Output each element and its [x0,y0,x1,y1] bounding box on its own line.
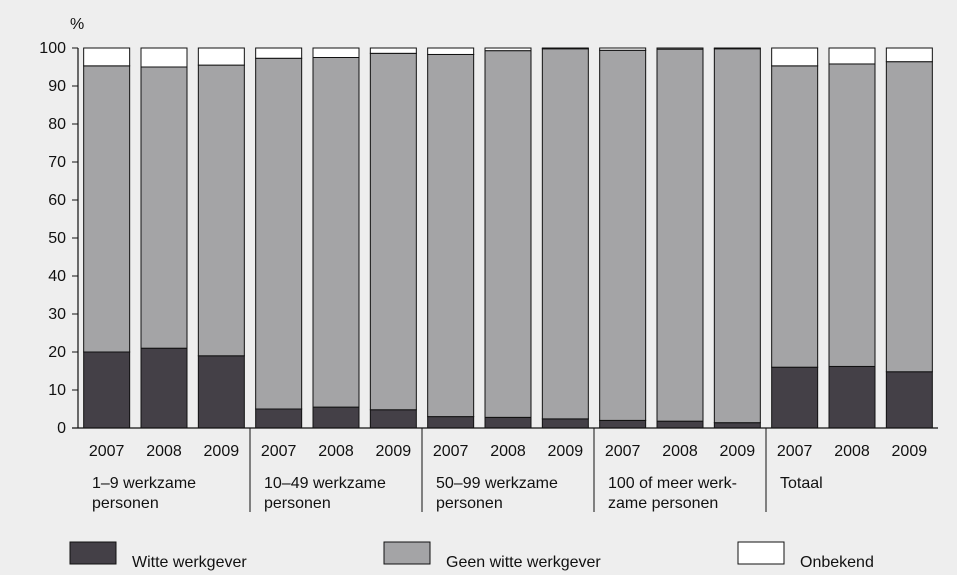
y-tick-label: 50 [48,230,66,247]
x-tick-label: 2009 [720,443,756,460]
x-group-label: 10–49 werkzame [264,475,386,492]
bar-segment-witte [197,355,245,429]
x-tick-label: 2008 [662,443,698,460]
x-group-label: 50–99 werkzame [436,475,558,492]
bar-segment-witte [83,351,131,429]
bar-segment-onbekend [828,47,876,65]
bar-segment-witte [656,420,704,429]
bar-segment-onbekend [885,47,933,63]
bar-segment-geen-witte [541,48,589,420]
x-tick-label: 2008 [490,443,526,460]
x-tick-label: 2009 [376,443,412,460]
bar-segment-geen-witte [369,52,417,411]
x-tick-label: 2009 [204,443,240,460]
bar-segment-witte [369,409,417,429]
bar-segment-onbekend [140,47,188,68]
bar-segment-witte [255,408,303,429]
bar-segment-geen-witte [83,65,131,353]
bar-segment-witte [771,366,819,429]
legend-swatch [383,541,431,565]
x-tick-label: 2007 [605,443,641,460]
bar-segment-witte [541,418,589,429]
bar-segment-onbekend [656,47,704,50]
x-tick-label: 2007 [89,443,125,460]
bar-segment-onbekend [484,47,532,52]
y-axis: 0 10 20 30 40 50 60 70 80 90 100 [39,40,79,437]
bar-segment-geen-witte [197,64,245,357]
x-tick-label: 2008 [318,443,354,460]
bar-segment-geen-witte [713,48,761,424]
x-group-label: zame personen [608,495,718,512]
y-tick-label: 80 [48,116,66,133]
y-tick-label: 30 [48,306,66,323]
bar-segment-witte [599,419,647,429]
legend-label: Onbekend [800,554,874,571]
legend-label: Geen witte werkgever [446,554,601,571]
bar-segment-witte [885,371,933,429]
bar-segment-onbekend [541,47,589,50]
legend-label: Witte werkgever [132,554,247,571]
y-tick-label: 90 [48,78,66,95]
bar-segment-geen-witte [656,48,704,422]
bar-segment-onbekend [197,47,245,66]
y-tick-label: 10 [48,382,66,399]
bar-segment-onbekend [599,47,647,51]
bar-segment-geen-witte [312,57,360,408]
bar-segment-geen-witte [828,63,876,367]
x-group-label: Totaal [780,475,823,492]
bar-segment-witte [828,365,876,429]
bar-segment-onbekend [713,47,761,50]
y-tick-label: 70 [48,154,66,171]
legend-swatch [69,541,117,565]
x-tick-label: 2009 [892,443,928,460]
x-tick-label: 2008 [146,443,182,460]
bar-segment-onbekend [771,47,819,67]
x-tick-label: 2009 [548,443,584,460]
y-tick-label: 0 [57,420,66,437]
legend: Witte werkgever Geen witte werkgever Onbek… [69,541,874,571]
bar-segment-witte [427,416,475,429]
bar-segment-onbekend [427,47,475,55]
bar-segment-geen-witte [885,61,933,373]
x-group-label: personen [264,495,331,512]
bar-segment-geen-witte [427,53,475,418]
y-tick-label: 60 [48,192,66,209]
bar-segment-geen-witte [484,50,532,418]
bar-segment-witte [312,406,360,429]
bar-segment-witte [484,416,532,429]
bar-segment-geen-witte [255,57,303,410]
bar-segment-witte [713,422,761,429]
legend-swatch [737,541,785,565]
bar-segment-onbekend [369,47,417,54]
y-tick-label: 40 [48,268,66,285]
bars [83,47,933,429]
x-tick-label: 2007 [261,443,297,460]
x-group-label: personen [92,495,159,512]
bar-segment-geen-witte [599,49,647,421]
x-tick-label: 2008 [834,443,870,460]
x-tick-label: 2007 [433,443,469,460]
bar-segment-geen-witte [771,65,819,368]
bar-segment-onbekend [255,47,303,59]
x-group-label: personen [436,495,503,512]
y-tick-label: 20 [48,344,66,361]
x-tick-label: 2007 [777,443,813,460]
bar-segment-witte [140,347,188,429]
bar-segment-onbekend [312,47,360,58]
bar-segment-geen-witte [140,66,188,349]
x-group-label: 100 of meer werk- [608,475,737,492]
y-axis-label: % [70,16,84,33]
y-tick-label: 100 [39,40,66,57]
bar-segment-onbekend [83,47,131,67]
x-axis: 2007 2008 2009 1–9 werkzame personen 2007 2008… [72,427,938,512]
x-group-label: 1–9 werkzame [92,475,196,492]
